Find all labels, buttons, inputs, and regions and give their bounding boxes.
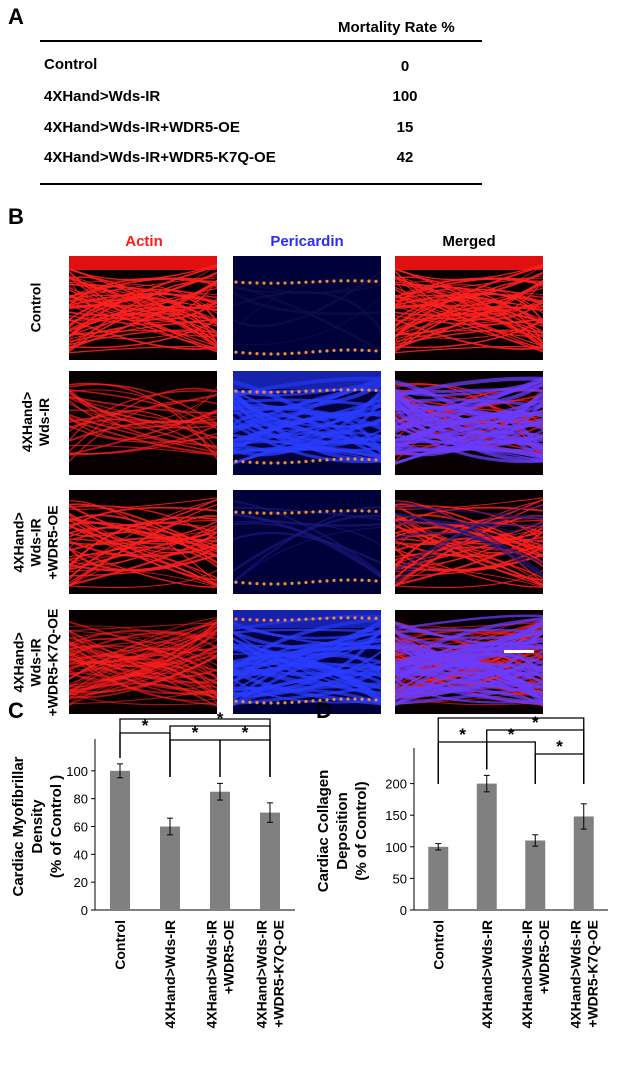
bar: [573, 816, 594, 910]
column-title-actin: Actin: [125, 233, 163, 250]
y-axis-label: (% of Control ): [48, 775, 65, 878]
significance-bracket: [486, 741, 536, 784]
y-tick-label: 80: [74, 792, 88, 807]
x-tick-label: 4XHand>Wds-IR: [162, 920, 178, 1029]
micrograph-row-label: 4XHand> Wds-IR +WDR5-OE: [10, 504, 61, 580]
significance-star: *: [532, 713, 539, 732]
bar: [110, 770, 130, 910]
y-tick-label: 150: [385, 808, 407, 823]
significance-star: *: [192, 702, 199, 721]
significance-star: *: [217, 709, 224, 728]
micrograph-image: [395, 371, 543, 475]
micrograph-image: [395, 610, 543, 714]
micrograph-row-label: 4XHand> Wds-IR: [19, 391, 52, 453]
y-axis-label: (% of Control): [353, 781, 370, 880]
table-header-mortality: Mortality Rate %: [338, 19, 455, 36]
scale-bar: [504, 650, 534, 653]
x-tick-label: 4XHand>Wds-IR: [567, 920, 583, 1029]
y-tick-label: 50: [393, 871, 407, 886]
x-tick-label: 4XHand>Wds-IR: [204, 920, 220, 1029]
significance-bracket: [219, 739, 271, 777]
y-axis-label: Cardiac Myofibrillar: [10, 756, 27, 896]
micrograph-image: [395, 490, 543, 594]
x-tick-label: Control: [112, 920, 128, 970]
micrograph-image: [69, 371, 217, 475]
significance-star: *: [192, 723, 199, 742]
panel-letter-c: C: [8, 698, 24, 723]
y-tick-label: 40: [74, 847, 88, 862]
x-tick-label: 4XHand>Wds-IR: [254, 920, 270, 1029]
micrograph-image: [233, 371, 381, 475]
y-axis-label: Density: [29, 799, 46, 854]
table-bottom-rule: [40, 183, 482, 185]
x-tick-label: Control: [430, 920, 446, 970]
significance-bracket: [437, 741, 488, 784]
significance-star: *: [508, 701, 515, 720]
bar: [260, 812, 280, 910]
significance-star: *: [508, 725, 515, 744]
significance-bracket: [119, 732, 171, 777]
myofibrillar-density-chart: Cardiac Myofibrillar Density (% of Control…: [10, 702, 295, 1029]
significance-bracket: [534, 753, 585, 784]
significance-star: *: [556, 737, 563, 756]
column-title-merged: Merged: [442, 233, 496, 250]
significance-bracket: [169, 739, 221, 777]
table-row-value: 42: [396, 149, 414, 166]
bar: [476, 783, 497, 910]
collagen-deposition-chart: Cardiac Collagen Deposition (% of Control)…: [315, 701, 608, 1029]
bar: [525, 840, 546, 910]
y-tick-label: 60: [74, 820, 88, 835]
y-tick-label: 0: [400, 903, 407, 918]
micrograph-image: [69, 610, 217, 714]
micrograph-image: [233, 490, 381, 594]
x-tick-label: +WDR5-OE: [536, 920, 552, 994]
table-row-label: 4XHand>Wds-IR+WDR5-K7Q-OE: [44, 149, 276, 166]
significance-star: *: [242, 723, 249, 742]
y-tick-label: 100: [66, 764, 88, 779]
micrograph-image: [69, 256, 217, 360]
micrograph-row-label: Control: [27, 282, 44, 332]
bar: [428, 846, 449, 910]
x-tick-label: +WDR5-OE: [221, 920, 237, 994]
panel-letter-a: A: [8, 4, 24, 29]
table-row-value: 100: [392, 88, 418, 105]
y-tick-label: 0: [81, 903, 88, 918]
table-row-label: Control: [44, 56, 98, 73]
significance-star: *: [142, 716, 149, 735]
y-tick-label: 200: [385, 777, 407, 792]
x-tick-label: +WDR5-K7Q-OE: [584, 920, 600, 1028]
panel-letter-d: D: [316, 698, 332, 723]
table-row-value: 15: [396, 119, 414, 136]
bar: [160, 826, 180, 910]
bar: [210, 791, 230, 910]
x-tick-label: 4XHand>Wds-IR: [519, 920, 535, 1029]
y-tick-label: 100: [385, 840, 407, 855]
x-tick-label: 4XHand>Wds-IR: [479, 920, 495, 1029]
micrograph-image: [233, 610, 381, 714]
table-row-value: 0: [400, 58, 410, 75]
x-tick-label: +WDR5-K7Q-OE: [271, 920, 287, 1028]
micrograph-image: [233, 256, 381, 360]
micrograph-image: [69, 490, 217, 594]
column-title-pericardin: Pericardin: [270, 233, 344, 250]
y-axis-label: Deposition: [334, 792, 351, 870]
table-row-label: 4XHand>Wds-IR+WDR5-OE: [44, 119, 240, 136]
panel-letter-b: B: [8, 204, 24, 229]
y-axis-label: Cardiac Collagen: [315, 770, 332, 893]
table-row-label: 4XHand>Wds-IR: [44, 88, 161, 105]
micrograph-image: [395, 256, 543, 360]
significance-star: *: [459, 725, 466, 744]
y-tick-label: 20: [74, 875, 88, 890]
table-top-rule: [40, 40, 482, 42]
